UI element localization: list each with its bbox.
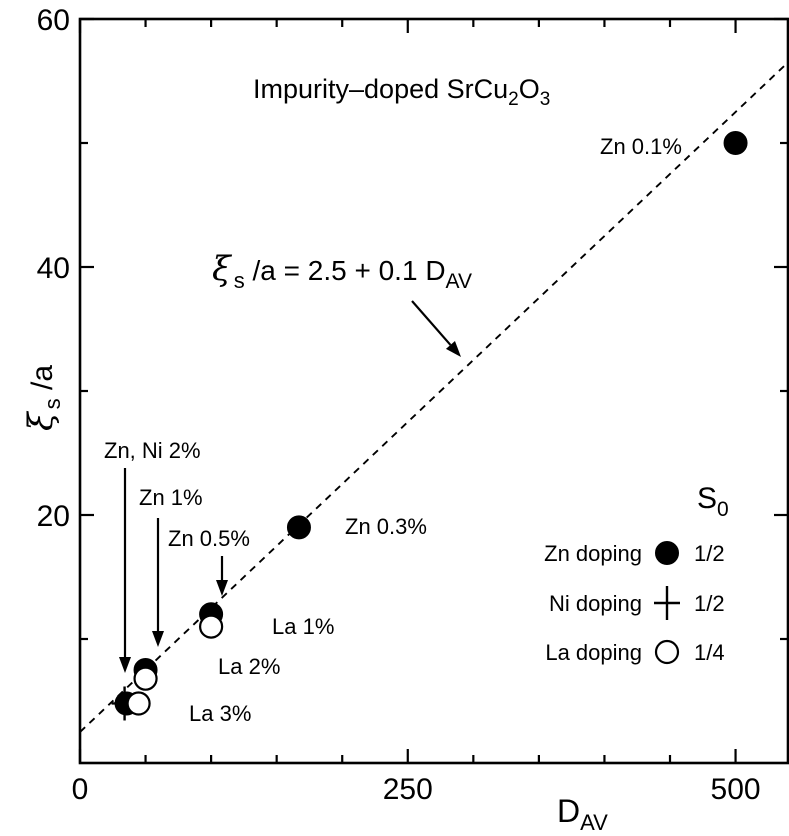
legend-marker-1 bbox=[654, 586, 680, 620]
point-filled-circle-0 bbox=[725, 132, 747, 154]
zn-ni-2-arrow bbox=[119, 468, 131, 673]
annotation-la-2-: La 2% bbox=[218, 654, 280, 679]
annotation-zn-0-3-: Zn 0.3% bbox=[345, 514, 427, 539]
point-annotations: Zn 0.1% Zn 0.3% Zn 0.5% Zn 1% Zn, Ni 2% La 1%… bbox=[104, 134, 682, 726]
legend: S0 Zn doping 1/2 Ni doping 1/2 La doping 1/4 bbox=[544, 482, 729, 665]
y-tick-label-40: 40 bbox=[37, 252, 70, 285]
legend-s0-1: 1/2 bbox=[694, 591, 725, 616]
legend-label-2: La doping bbox=[545, 640, 642, 665]
x-tick-label-500: 500 bbox=[711, 773, 761, 806]
annotation-zn-ni-2-: Zn, Ni 2% bbox=[104, 438, 201, 463]
annotation-la-3-: La 3% bbox=[189, 701, 251, 726]
annotation-zn-0-5-: Zn 0.5% bbox=[168, 526, 250, 551]
plot-frame bbox=[80, 19, 788, 763]
legend-header: S0 bbox=[697, 482, 729, 521]
y-tick-label-20: 20 bbox=[37, 500, 70, 533]
zn-05-arrow bbox=[216, 556, 228, 596]
equation-arrow bbox=[412, 301, 461, 357]
point-open-circle-0 bbox=[200, 616, 222, 638]
point-open-circle-2 bbox=[128, 692, 150, 714]
chart-title: Impurity–doped SrCu2O3 bbox=[253, 74, 550, 110]
y-tick-label-60: 60 bbox=[37, 4, 70, 37]
zn-1-arrow bbox=[152, 518, 164, 647]
x-tick-label-250: 250 bbox=[383, 773, 433, 806]
legend-label-1: Ni doping bbox=[549, 591, 642, 616]
legend-marker-0 bbox=[656, 542, 678, 564]
legend-s0-0: 1/2 bbox=[694, 541, 725, 566]
y-axis-label: ξs /a bbox=[21, 365, 65, 431]
fit-line bbox=[80, 62, 788, 732]
point-open-circle-1 bbox=[135, 668, 157, 690]
axis-ticks bbox=[80, 19, 788, 763]
origin-tick-label: 0 bbox=[72, 773, 89, 806]
legend-marker-2 bbox=[656, 641, 678, 663]
annotation-la-1-: La 1% bbox=[272, 614, 334, 639]
point-filled-circle-1 bbox=[288, 516, 310, 538]
data-points bbox=[112, 132, 747, 720]
legend-s0-2: 1/4 bbox=[694, 640, 725, 665]
x-axis-label: DAV bbox=[557, 793, 608, 835]
annotation-zn-0-1-: Zn 0.1% bbox=[600, 134, 682, 159]
legend-label-0: Zn doping bbox=[544, 541, 642, 566]
annotation-zn-1-: Zn 1% bbox=[139, 485, 203, 510]
